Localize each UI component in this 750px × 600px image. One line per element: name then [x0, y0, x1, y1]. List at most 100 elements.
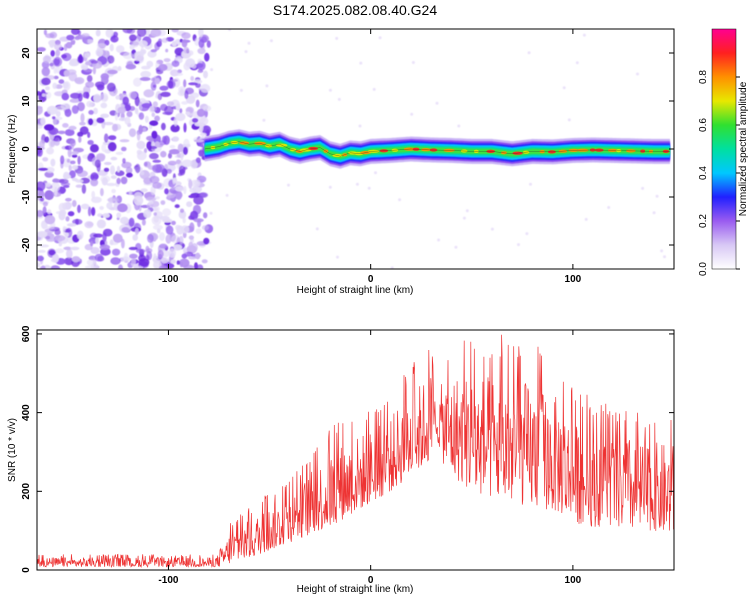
noise-blob [150, 29, 162, 37]
noise-blob [154, 77, 161, 85]
noise-blob [58, 202, 67, 212]
noise-blob [84, 221, 94, 229]
noise-blob [138, 112, 145, 120]
noise-blob [157, 249, 164, 259]
noise-blob [652, 211, 656, 215]
noise-blob [37, 210, 44, 217]
noise-blob [93, 107, 98, 115]
noise-blob [454, 245, 458, 249]
noise-blob [374, 171, 377, 175]
noise-blob [87, 140, 94, 145]
noise-blob [203, 237, 210, 245]
noise-blob [116, 165, 121, 173]
noise-blob [63, 174, 71, 179]
noise-blob [183, 185, 187, 195]
noise-blob [41, 66, 50, 77]
noise-blob [104, 161, 112, 166]
noise-blob [206, 40, 211, 48]
noise-blob [55, 49, 61, 57]
noise-blob [117, 66, 122, 71]
noise-blob [118, 264, 123, 269]
noise-blob [149, 120, 159, 126]
noise-blob [99, 244, 111, 250]
noise-blob [71, 154, 78, 158]
noise-blob [185, 58, 196, 68]
noise-blob [103, 167, 110, 172]
noise-blob [165, 225, 174, 235]
noise-blob [62, 82, 69, 89]
noise-blob [43, 29, 48, 36]
noise-blob [129, 253, 138, 259]
noise-blob [168, 149, 180, 155]
noise-blob [63, 43, 68, 52]
noise-blob [189, 187, 197, 193]
noise-blob [85, 61, 92, 66]
noise-blob [77, 102, 85, 112]
noise-blob [37, 105, 43, 115]
spectrogram-y-label: Frequency (Hz) [7, 115, 18, 184]
noise-blob [66, 34, 75, 41]
noise-blob [161, 135, 167, 144]
noise-blob [154, 141, 160, 148]
colorbar-label: Normalized spectral amplitude [738, 81, 749, 216]
noise-blob [262, 118, 266, 122]
noise-blob [133, 195, 144, 206]
noise-blob [198, 192, 209, 199]
noise-blob [126, 111, 133, 118]
noise-blob [167, 160, 177, 166]
noise-blob [182, 247, 187, 253]
noise-blob [75, 218, 79, 225]
noise-blob [37, 47, 46, 52]
noise-blob [134, 107, 139, 115]
noise-blob [166, 80, 176, 89]
noise-blob [315, 227, 319, 231]
noise-blob [337, 97, 341, 101]
noise-blob [81, 65, 89, 71]
noise-blob [398, 198, 402, 202]
noise-blob [171, 235, 181, 244]
noise-blob [45, 33, 55, 39]
noise-blob [188, 235, 194, 240]
noise-blob [84, 39, 88, 44]
noise-blob [86, 75, 93, 83]
y-tick-label: 600 [21, 325, 32, 342]
noise-blob [92, 173, 99, 180]
noise-blob [91, 207, 96, 216]
noise-blob [64, 108, 72, 118]
noise-blob [151, 112, 156, 117]
figure-title: S174.2025.082.08.40.G24 [273, 2, 437, 18]
noise-blob [135, 248, 146, 254]
noise-blob [81, 203, 90, 210]
noise-blob [182, 217, 186, 224]
noise-blob [128, 217, 135, 227]
noise-blob [192, 204, 202, 215]
noise-blob [108, 135, 117, 141]
noise-blob [109, 242, 119, 246]
noise-blob [122, 158, 126, 164]
noise-blob [150, 81, 157, 91]
noise-blob [178, 235, 184, 245]
noise-blob [195, 228, 202, 234]
noise-blob [145, 245, 150, 254]
noise-blob [410, 112, 414, 116]
noise-blob [125, 63, 137, 70]
noise-blob [55, 110, 61, 117]
snr-x-label: Height of straight line (km) [297, 584, 414, 595]
noise-blob [181, 159, 193, 167]
noise-blob [129, 34, 137, 42]
noise-blob [160, 150, 167, 158]
noise-blob [575, 61, 579, 65]
noise-blob [152, 159, 161, 163]
noise-blob [152, 224, 163, 230]
signal-ridge [204, 129, 671, 169]
noise-blob [160, 91, 171, 97]
noise-blob [64, 257, 74, 266]
noise-blob [663, 255, 666, 259]
y-tick-label: 400 [21, 404, 32, 421]
noise-blob [367, 186, 371, 190]
noise-blob [175, 159, 181, 165]
noise-blob [166, 168, 172, 174]
noise-blob [106, 82, 116, 92]
noise-blob [209, 211, 213, 215]
